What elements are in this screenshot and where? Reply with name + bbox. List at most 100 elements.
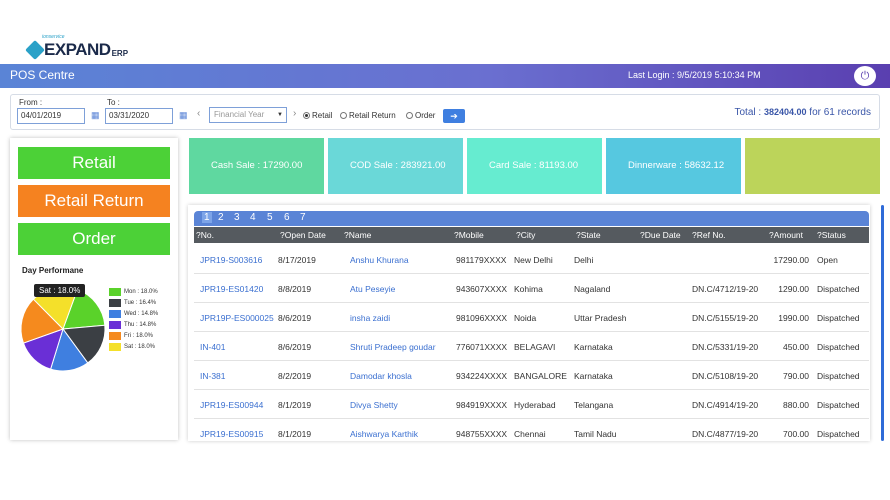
city-cell: Hyderabad	[514, 400, 556, 410]
from-calendar-icon[interactable]: ▦	[91, 110, 100, 120]
table-row[interactable]: IN-381 8/2/2019 Damodar khosla 934224XXXX BA…	[194, 361, 869, 390]
dinnerware-card[interactable]: Dinnerware : 58632.12	[606, 138, 741, 194]
column-header[interactable]: ?State	[576, 230, 601, 240]
amount-cell: 17290.00	[773, 255, 809, 265]
status-cell: Dispatched	[817, 284, 860, 294]
total-summary: Total : 382404.00 for 61 records	[735, 107, 872, 118]
page-link-4[interactable]: 4	[250, 212, 256, 223]
table-scrollbar[interactable]	[881, 205, 884, 441]
name-cell[interactable]: Divya Shetty	[350, 400, 398, 410]
page-title: POS Centre	[10, 68, 75, 82]
card-sale-card[interactable]: Card Sale : 81193.00	[467, 138, 602, 194]
table-row[interactable]: JPR19P-ES000025 8/6/2019 insha zaidi 981096…	[194, 303, 869, 332]
order-no-cell[interactable]: JPR19P-ES000025	[200, 313, 274, 323]
legend-label: Fri : 18.0%	[124, 332, 154, 339]
top-bar: POS Centre Last Login : 9/5/2019 5:10:34…	[0, 64, 890, 88]
to-calendar-icon[interactable]: ▦	[179, 110, 188, 120]
total-suffix: for 61 records	[806, 107, 871, 118]
page-link-3[interactable]: 3	[234, 212, 240, 223]
column-header[interactable]: ?No.	[196, 230, 214, 240]
pie-slice[interactable]	[20, 298, 64, 344]
order-no-cell[interactable]: JPR19-ES00944	[200, 400, 264, 410]
retail-button[interactable]: Retail	[18, 147, 170, 179]
chevron-left-icon[interactable]: ‹	[197, 108, 201, 119]
legend-label: Tue : 16.4%	[124, 299, 157, 306]
mobile-cell: 934224XXXX	[456, 371, 508, 381]
period-select[interactable]: Financial Year ▼	[209, 107, 287, 123]
open-date-cell: 8/1/2019	[278, 400, 312, 410]
state-cell: Nagaland	[574, 284, 611, 294]
page-link-2[interactable]: 2	[218, 212, 224, 223]
go-button[interactable]: ➔	[443, 109, 465, 123]
period-select-value: Financial Year	[214, 110, 265, 119]
table-row[interactable]: JPR19-ES01420 8/8/2019 Atu Peseyie 943607XX…	[194, 274, 869, 303]
page-link-6[interactable]: 6	[284, 212, 290, 223]
mobile-cell: 981096XXXX	[456, 313, 508, 323]
radio-retail-return[interactable]: Retail Return	[340, 111, 396, 120]
pie-slice[interactable]	[62, 324, 106, 364]
name-cell[interactable]: Aishwarya Karthik	[350, 429, 419, 439]
chevron-right-icon[interactable]: ›	[293, 108, 297, 119]
column-header[interactable]: ?Amount	[769, 230, 804, 240]
legend-swatch	[109, 287, 121, 296]
page-link-1[interactable]: 1	[202, 212, 212, 223]
amount-cell: 700.00	[783, 429, 809, 439]
radio-retail-return-label: Retail Return	[349, 111, 396, 120]
order-no-cell[interactable]: IN-381	[200, 371, 226, 381]
table-row[interactable]: JPR19-S003616 8/17/2019 Anshu Khurana 98117…	[194, 245, 869, 274]
name-cell[interactable]: Atu Peseyie	[350, 284, 396, 294]
radio-retail-label: Retail	[312, 111, 333, 120]
open-date-cell: 8/6/2019	[278, 342, 312, 352]
state-cell: Telangana	[574, 400, 614, 410]
from-date-input[interactable]: 04/01/2019	[17, 108, 85, 124]
legend-label: Wed : 14.8%	[124, 310, 159, 317]
column-header[interactable]: ?Status	[817, 230, 846, 240]
legend-swatch	[109, 342, 121, 351]
name-cell[interactable]: insha zaidi	[350, 313, 391, 323]
mobile-cell: 981179XXXX	[456, 255, 507, 265]
ref-no-cell: DN.C/5331/19-20	[692, 342, 759, 352]
name-cell[interactable]: Shruti Pradeep goudar	[350, 342, 436, 352]
legend-item: Wed : 14.8%	[109, 308, 158, 319]
column-header[interactable]: ?Name	[344, 230, 372, 240]
pie-legend: Mon : 18.0% Tue : 16.4% Wed : 14.8% Thu : 1…	[109, 286, 158, 352]
order-no-cell[interactable]: JPR19-ES01420	[200, 284, 264, 294]
to-date-input[interactable]: 03/31/2020	[105, 108, 173, 124]
table-row[interactable]: JPR19-ES00944 8/1/2019 Divya Shetty 984919X…	[194, 390, 869, 419]
status-cell: Dispatched	[817, 313, 860, 323]
power-icon[interactable]: ⏻	[854, 66, 876, 86]
column-header[interactable]: ?Due Date	[640, 230, 681, 240]
legend-item: Thu : 14.8%	[109, 319, 158, 330]
ref-no-cell: DN.C/4877/19-20	[692, 429, 759, 439]
cod-sale-card[interactable]: COD Sale : 283921.00	[328, 138, 463, 194]
radio-retail[interactable]: Retail	[303, 111, 332, 120]
order-no-cell[interactable]: JPR19-ES00915	[200, 429, 264, 439]
amount-cell: 880.00	[783, 400, 809, 410]
extra-card[interactable]	[745, 138, 880, 194]
state-cell: Delhi	[574, 255, 594, 265]
app-logo: ionservice EXPAND ERP	[25, 34, 128, 60]
retail-return-button[interactable]: Retail Return	[18, 185, 170, 217]
table-row[interactable]: JPR19-ES00915 8/1/2019 Aishwarya Karthik 94…	[194, 419, 869, 441]
name-cell[interactable]: Damodar khosla	[350, 371, 412, 381]
legend-item: Tue : 16.4%	[109, 297, 158, 308]
column-header[interactable]: ?Mobile	[454, 230, 484, 240]
city-cell: Noida	[514, 313, 537, 323]
last-login-text: Last Login : 9/5/2019 5:10:34 PM	[628, 70, 761, 80]
name-cell[interactable]: Anshu Khurana	[350, 255, 409, 265]
order-button[interactable]: Order	[18, 223, 170, 255]
table-row[interactable]: IN-401 8/6/2019 Shruti Pradeep goudar 77607…	[194, 332, 869, 361]
left-panel: Retail Retail Return Order Day Performan…	[10, 138, 178, 440]
column-header[interactable]: ?Ref No.	[692, 230, 726, 240]
status-cell: Open	[817, 255, 838, 265]
mobile-cell: 776071XXXX	[456, 342, 508, 352]
state-cell: Karnataka	[574, 371, 613, 381]
page-link-5[interactable]: 5	[267, 212, 273, 223]
radio-order[interactable]: Order	[406, 111, 435, 120]
order-no-cell[interactable]: IN-401	[200, 342, 226, 352]
column-header[interactable]: ?Open Date	[280, 230, 326, 240]
order-no-cell[interactable]: JPR19-S003616	[200, 255, 263, 265]
column-header[interactable]: ?City	[516, 230, 536, 240]
page-link-7[interactable]: 7	[300, 212, 306, 223]
cash-sale-card[interactable]: Cash Sale : 17290.00	[189, 138, 324, 194]
